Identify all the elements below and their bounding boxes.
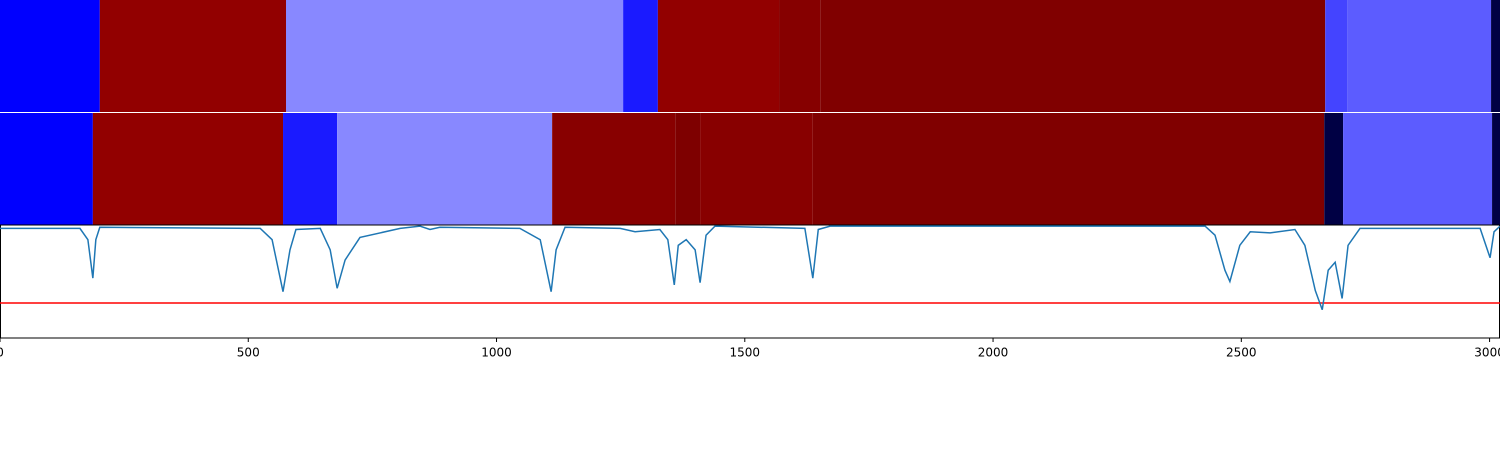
segment xyxy=(1325,0,1348,112)
x-tick-label: 0 xyxy=(0,346,4,360)
segment xyxy=(675,113,701,225)
segment xyxy=(1343,113,1493,225)
segment xyxy=(623,0,658,112)
segment xyxy=(812,113,1325,225)
segment xyxy=(1491,0,1500,112)
segment xyxy=(99,0,286,112)
segment xyxy=(283,113,338,225)
segment xyxy=(657,0,780,112)
segment xyxy=(1347,0,1492,112)
segment xyxy=(700,113,813,225)
x-tick-label: 2500 xyxy=(1226,346,1257,360)
segment xyxy=(285,0,624,112)
segment xyxy=(552,113,676,225)
segment xyxy=(0,0,100,112)
x-tick-label: 2000 xyxy=(978,346,1009,360)
x-tick-label: 1000 xyxy=(481,346,512,360)
segment xyxy=(92,113,284,225)
segment xyxy=(1492,113,1500,225)
segment xyxy=(1324,113,1344,225)
segment xyxy=(0,113,93,225)
x-tick-label: 3000 xyxy=(1474,346,1500,360)
x-tick-label: 500 xyxy=(237,346,260,360)
segment xyxy=(779,0,821,112)
x-tick-label: 1500 xyxy=(730,346,761,360)
segment xyxy=(820,0,1326,112)
segment xyxy=(337,113,553,225)
plot-frame xyxy=(0,224,1500,339)
line-series xyxy=(0,225,1500,311)
